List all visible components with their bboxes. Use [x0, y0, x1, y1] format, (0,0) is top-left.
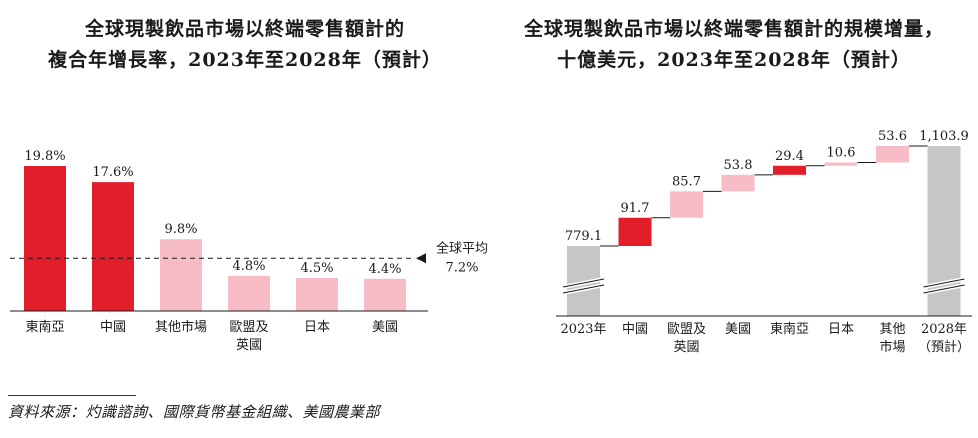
waterfall-bar	[824, 162, 858, 166]
left-chart-title: 全球現製飲品市場以終端零售額計的 複合年增長率，2023年至2028年（預計）	[0, 14, 490, 76]
global-average-label: 全球平均	[436, 240, 488, 256]
waterfall-value-label: 53.8	[724, 158, 753, 173]
waterfall-bar	[618, 217, 652, 246]
waterfall-value-label: 29.4	[775, 149, 804, 164]
waterfall-category-label: 英國	[673, 340, 699, 355]
cagr-category-label: 中國	[100, 320, 126, 335]
axis-break-mark	[923, 284, 965, 294]
source-divider	[8, 395, 136, 396]
waterfall-bar	[773, 165, 806, 175]
axis-break-mark	[562, 284, 605, 294]
cagr-bar-value-label: 4.4%	[368, 262, 401, 277]
right-title-line-2: 十億美元，2023年至2028年（預計）	[557, 49, 911, 71]
waterfall-value-label: 85.7	[672, 174, 701, 189]
cagr-category-label: 日本	[304, 320, 330, 335]
waterfall-category-label: 其他	[879, 322, 905, 337]
cagr-bar	[228, 275, 270, 311]
left-title-line-2: 複合年增長率，2023年至2028年（預計）	[48, 49, 442, 71]
waterfall-category-label: 歐盟及	[667, 322, 706, 337]
cagr-category-label: 英國	[236, 338, 262, 353]
waterfall-value-label: 1,103.9	[919, 129, 969, 144]
cagr-category-label: 歐盟及	[229, 320, 268, 335]
waterfall-bar	[721, 174, 755, 192]
waterfall-bar	[876, 146, 909, 163]
waterfall-value-label: 91.7	[621, 201, 650, 216]
waterfall-category-label: 中國	[622, 322, 648, 337]
waterfall-category-label: （預計）	[918, 339, 970, 355]
waterfall-bar	[670, 191, 703, 218]
cagr-bar	[296, 278, 338, 311]
right-chart-title: 全球現製飲品市場以終端零售額計的規模增量， 十億美元，2023年至2028年（預…	[490, 14, 978, 76]
cagr-bar-value-label: 9.8%	[164, 222, 197, 237]
axis-break-mark	[923, 278, 965, 288]
cagr-bar	[24, 166, 66, 311]
cagr-bar-value-label: 4.5%	[300, 261, 333, 276]
global-average-value: 7.2%	[445, 260, 478, 275]
source-note: 資料來源：灼識諮詢、國際貨幣基金組織、美國農業部	[8, 403, 381, 421]
cagr-bar	[160, 239, 202, 311]
cagr-bar	[92, 182, 134, 311]
waterfall-category-label: 日本	[828, 322, 854, 337]
waterfall-value-label: 779.1	[565, 229, 602, 244]
cagr-category-label: 其他市場	[155, 319, 207, 335]
waterfall-category-label: 美國	[725, 322, 751, 337]
waterfall-category-label: 2023年	[560, 322, 606, 337]
left-title-line-1: 全球現製飲品市場以終端零售額計的	[84, 18, 405, 40]
right-title-line-1: 全球現製飲品市場以終端零售額計的規模增量，	[523, 18, 944, 40]
cagr-bar-value-label: 4.8%	[232, 259, 265, 274]
global-average-arrow	[416, 253, 426, 264]
cagr-bar	[364, 278, 406, 311]
waterfall-value-label: 10.6	[827, 146, 856, 161]
waterfall-category-label: 東南亞	[770, 321, 809, 337]
waterfall-category-label: 2028年	[921, 322, 967, 337]
axis-break-mark	[562, 278, 605, 288]
waterfall-value-label: 53.6	[878, 129, 907, 144]
waterfall-category-label: 市場	[879, 339, 905, 355]
cagr-bar-value-label: 17.6%	[92, 165, 133, 180]
cagr-bar-value-label: 19.8%	[24, 149, 65, 164]
cagr-category-label: 東南亞	[25, 319, 64, 335]
cagr-category-label: 美國	[372, 320, 398, 335]
